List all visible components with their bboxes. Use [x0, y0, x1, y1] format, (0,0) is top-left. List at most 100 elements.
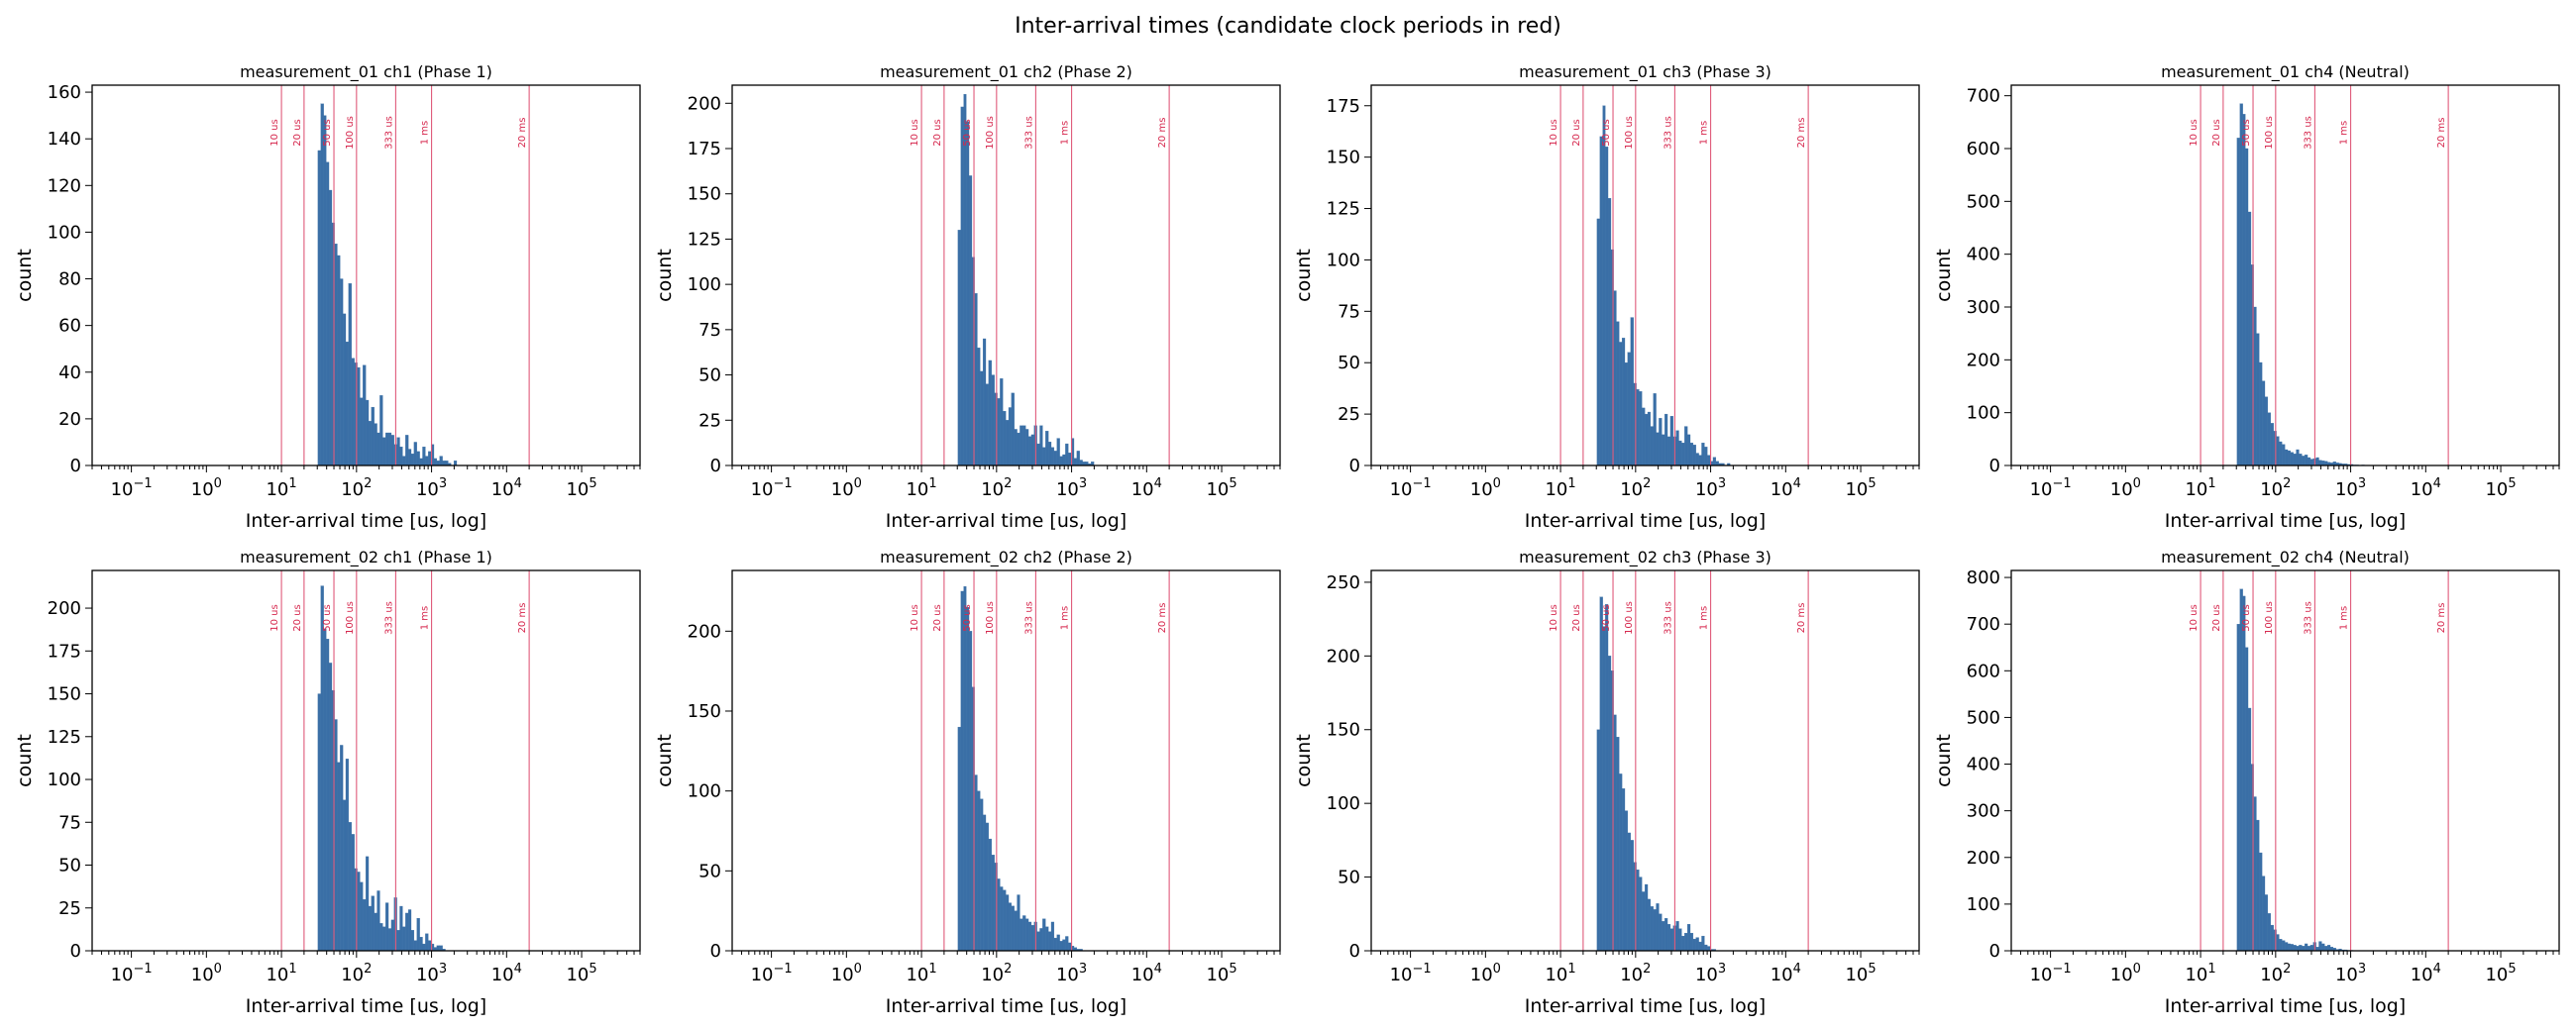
histogram-bar	[1027, 436, 1032, 465]
panel-title: measurement_01 ch2 (Phase 2)	[880, 62, 1132, 82]
histogram-bar	[1616, 321, 1620, 465]
histogram-bar	[2296, 946, 2300, 951]
histogram-bar	[1684, 426, 1688, 465]
histogram-bar	[1681, 935, 1685, 951]
candidate-label: 20 us	[292, 604, 303, 631]
candidate-label: 20 us	[2211, 119, 2222, 146]
y-tick-label: 75	[1338, 301, 1360, 322]
histogram-bar	[1666, 924, 1671, 951]
histogram-bar	[957, 230, 961, 465]
histogram-bar	[402, 926, 406, 951]
histogram-bar	[1599, 136, 1603, 465]
histogram-bar	[1020, 425, 1023, 465]
x-tick-label: 104	[2411, 476, 2441, 500]
y-tick-label: 700	[1967, 614, 2000, 635]
y-axis-label: count	[14, 734, 36, 787]
histogram-bar	[1014, 910, 1018, 951]
panel-title: measurement_01 ch3 (Phase 3)	[1519, 62, 1771, 82]
histogram-bar	[1050, 447, 1055, 465]
histogram-bar	[960, 590, 964, 951]
x-tick-label: 10−1	[751, 476, 793, 500]
y-tick-label: 50	[1338, 868, 1360, 888]
y-tick-label: 300	[1967, 297, 2000, 318]
histogram-bar	[1030, 434, 1034, 465]
candidate-label: 20 us	[292, 119, 303, 146]
histogram-bar	[428, 451, 432, 465]
histogram-bar	[1017, 432, 1020, 465]
histogram-bar	[1704, 944, 1708, 951]
histogram-bar	[985, 822, 989, 951]
y-tick-label: 75	[58, 812, 81, 833]
histogram-bar	[2287, 450, 2291, 465]
y-tick-label: 0	[710, 456, 721, 476]
panel-title: measurement_02 ch2 (Phase 2)	[880, 548, 1132, 567]
histogram-bar	[351, 358, 355, 465]
candidate-label: 20 ms	[2436, 603, 2447, 634]
histogram-bar	[2290, 944, 2294, 951]
y-tick-label: 50	[58, 856, 81, 876]
histogram-bar	[2318, 460, 2322, 465]
histogram-bar	[1645, 883, 1649, 951]
histogram-bar	[1659, 913, 1663, 951]
histogram-bar	[1695, 453, 1699, 465]
x-tick-label: 104	[1771, 476, 1801, 500]
x-tick-label: 10−1	[2030, 962, 2072, 985]
histogram-bar	[1073, 458, 1078, 465]
panel-8: measurement_02 ch4 (Neutral) 10 us 20 us 50…	[1933, 548, 2560, 1017]
histogram-bar	[1607, 198, 1612, 465]
candidate-label: 10 us	[269, 604, 280, 631]
histogram-bar	[1045, 926, 1049, 951]
histogram-bar	[1662, 434, 1665, 465]
histogram-bar	[1059, 941, 1063, 951]
x-tick-label: 10−1	[1390, 962, 1432, 985]
histogram-bar	[396, 437, 400, 465]
histogram-bar	[1079, 460, 1083, 465]
histogram-bar	[1666, 436, 1671, 465]
histogram-bar	[963, 93, 967, 465]
x-tick-label: 104	[491, 962, 522, 985]
y-tick-label: 175	[48, 641, 81, 662]
histogram-bar	[428, 940, 432, 951]
histogram-bar	[1701, 935, 1705, 951]
histogram-bar	[963, 585, 967, 951]
x-tick-label: 10−1	[1390, 476, 1432, 500]
histogram-bar	[1062, 454, 1066, 465]
histogram-bar	[1011, 905, 1015, 951]
candidate-label: 10 us	[910, 604, 920, 631]
y-tick-label: 20	[58, 409, 81, 430]
x-tick-label: 101	[1545, 476, 1575, 500]
histogram-bar	[977, 790, 981, 951]
candidate-label: 10 us	[910, 119, 920, 146]
histogram-bar	[1065, 443, 1069, 465]
candidate-label: 20 ms	[517, 118, 528, 149]
y-tick-label: 200	[688, 93, 721, 114]
histogram-bar	[2239, 103, 2243, 465]
y-tick-label: 150	[1327, 148, 1360, 168]
histogram-bar	[1712, 949, 1717, 951]
x-tick-label: 100	[2110, 962, 2141, 985]
axes-frame	[1370, 569, 1920, 952]
candidate-label: 333 us	[2303, 601, 2313, 635]
histogram-bar	[1619, 773, 1623, 951]
histogram-bar	[1701, 443, 1705, 465]
histogram-bar	[968, 631, 973, 951]
panel-title: measurement_02 ch4 (Neutral)	[2161, 548, 2410, 567]
histogram-bar	[1639, 876, 1643, 951]
histogram-bar	[379, 923, 383, 951]
histogram-bar	[997, 398, 1001, 465]
x-tick-label: 102	[981, 476, 1012, 500]
histogram-bar	[1616, 737, 1620, 951]
panel-5: measurement_02 ch1 (Phase 1) 10 us 20 us 50…	[14, 548, 641, 1017]
histogram-bar	[997, 878, 1001, 951]
y-tick-label: 150	[1327, 720, 1360, 741]
candidate-label: 20 us	[932, 604, 943, 631]
histogram-bar	[360, 397, 364, 465]
x-axis-label: Inter-arrival time [us, log]	[1525, 995, 1766, 1017]
histogram-bar	[2239, 588, 2243, 951]
histogram-bar	[425, 456, 429, 465]
histogram-bars	[2236, 103, 2365, 465]
panel-7: measurement_02 ch3 (Phase 3) 10 us 20 us 50…	[1293, 548, 1920, 1017]
histogram-bar	[1036, 443, 1040, 465]
candidate-label: 50 us	[2241, 604, 2252, 631]
histogram-bar	[1636, 869, 1640, 951]
